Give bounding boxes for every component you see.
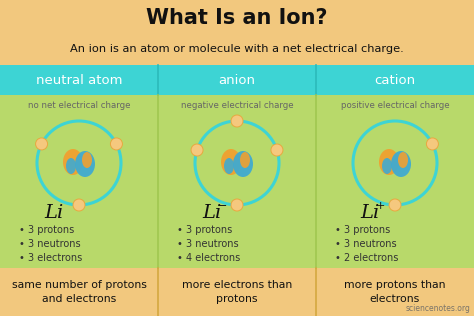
Circle shape bbox=[231, 116, 243, 126]
Ellipse shape bbox=[66, 158, 76, 174]
Text: negative electrical charge: negative electrical charge bbox=[181, 101, 293, 111]
Text: • 3 protons: • 3 protons bbox=[177, 225, 232, 235]
Text: same number of protons
and electrons: same number of protons and electrons bbox=[11, 280, 146, 304]
Text: • 3 protons: • 3 protons bbox=[19, 225, 74, 235]
Text: An ion is an atom or molecule with a net electrical charge.: An ion is an atom or molecule with a net… bbox=[70, 44, 404, 54]
Circle shape bbox=[191, 144, 202, 155]
Ellipse shape bbox=[221, 149, 241, 175]
Text: Li: Li bbox=[202, 204, 221, 222]
Circle shape bbox=[426, 137, 439, 150]
Text: sciencenotes.org: sciencenotes.org bbox=[405, 304, 470, 313]
Bar bbox=[0, 65, 474, 95]
Text: positive electrical charge: positive electrical charge bbox=[341, 101, 449, 111]
Circle shape bbox=[272, 144, 283, 155]
Text: • 3 neutrons: • 3 neutrons bbox=[177, 239, 238, 249]
Text: Li: Li bbox=[44, 204, 64, 222]
Text: anion: anion bbox=[219, 74, 255, 87]
Text: +: + bbox=[376, 201, 386, 211]
Text: no net electrical charge: no net electrical charge bbox=[28, 101, 130, 111]
Circle shape bbox=[35, 137, 48, 150]
Circle shape bbox=[271, 143, 283, 156]
Ellipse shape bbox=[63, 149, 83, 175]
Circle shape bbox=[390, 199, 401, 210]
Circle shape bbox=[73, 199, 84, 210]
Ellipse shape bbox=[391, 151, 411, 177]
Text: • 4 electrons: • 4 electrons bbox=[177, 253, 240, 263]
Circle shape bbox=[73, 198, 85, 211]
Text: cation: cation bbox=[374, 74, 416, 87]
Ellipse shape bbox=[82, 152, 92, 168]
Ellipse shape bbox=[382, 158, 392, 174]
Ellipse shape bbox=[240, 152, 250, 168]
Circle shape bbox=[427, 138, 438, 149]
Circle shape bbox=[111, 138, 122, 149]
Bar bbox=[0, 95, 474, 268]
Circle shape bbox=[389, 198, 401, 211]
Text: • 3 neutrons: • 3 neutrons bbox=[19, 239, 81, 249]
Ellipse shape bbox=[379, 149, 399, 175]
Ellipse shape bbox=[224, 158, 234, 174]
Text: more electrons than
protons: more electrons than protons bbox=[182, 280, 292, 304]
Text: • 3 protons: • 3 protons bbox=[335, 225, 390, 235]
Text: • 3 neutrons: • 3 neutrons bbox=[335, 239, 397, 249]
Text: −: − bbox=[218, 201, 228, 211]
Text: • 2 electrons: • 2 electrons bbox=[335, 253, 398, 263]
Circle shape bbox=[230, 198, 244, 211]
Bar bbox=[0, 0, 474, 65]
Ellipse shape bbox=[233, 151, 253, 177]
Text: neutral atom: neutral atom bbox=[36, 74, 122, 87]
Text: more protons than
electrons: more protons than electrons bbox=[344, 280, 446, 304]
Circle shape bbox=[230, 114, 244, 127]
Text: Li: Li bbox=[360, 204, 380, 222]
Bar bbox=[0, 268, 474, 316]
Circle shape bbox=[231, 199, 243, 210]
Circle shape bbox=[36, 138, 47, 149]
Ellipse shape bbox=[398, 152, 408, 168]
Text: • 3 electrons: • 3 electrons bbox=[19, 253, 82, 263]
Text: What Is an Ion?: What Is an Ion? bbox=[146, 8, 328, 28]
Ellipse shape bbox=[75, 151, 95, 177]
Circle shape bbox=[191, 143, 203, 156]
Circle shape bbox=[110, 137, 123, 150]
